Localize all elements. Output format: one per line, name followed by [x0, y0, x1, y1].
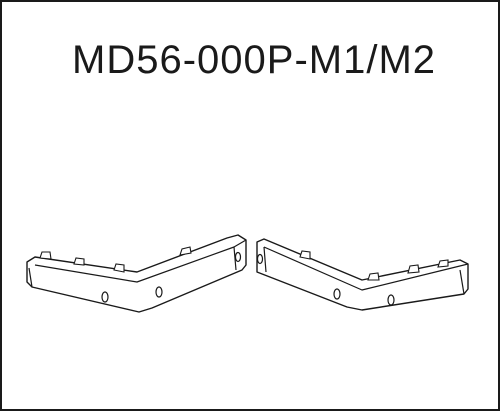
hole-5: [333, 288, 341, 300]
hole-1: [101, 291, 109, 303]
clip-3: [113, 263, 125, 273]
part-number-label: MD56-000P-M1/M2: [72, 38, 437, 82]
clip-7: [407, 264, 420, 274]
hole-6: [387, 294, 395, 306]
hole-2: [155, 286, 163, 298]
clip-4: [179, 246, 192, 256]
hole-4: [256, 253, 264, 265]
clip-2: [73, 257, 85, 266]
hole-3: [234, 251, 242, 263]
clip-6: [367, 272, 380, 281]
left-bumper-strip: [26, 234, 247, 313]
clip-1: [39, 251, 52, 260]
clip-5: [299, 250, 311, 260]
right-bumper-strip: [256, 238, 469, 311]
clip-8: [437, 259, 449, 268]
